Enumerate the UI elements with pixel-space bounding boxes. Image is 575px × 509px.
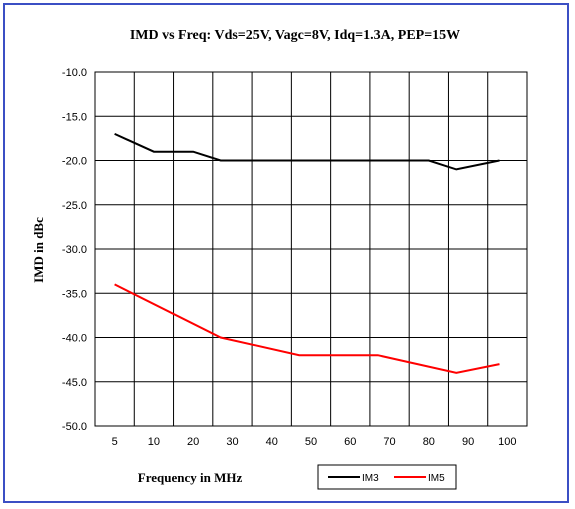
y-tick-label: -30.0 (62, 244, 87, 256)
x-tick-label: 5 (112, 436, 118, 448)
x-tick-label: 30 (226, 436, 238, 448)
x-tick-label: 70 (383, 436, 395, 448)
y-tick-label: -25.0 (62, 200, 87, 212)
y-tick-label: -50.0 (62, 421, 87, 433)
y-tick-label: -35.0 (62, 288, 87, 300)
x-tick-label: 90 (462, 436, 474, 448)
y-tick-label: -10.0 (62, 67, 87, 79)
x-tick-label: 60 (344, 436, 356, 448)
y-tick-label: -20.0 (62, 156, 87, 168)
y-tick-label: -15.0 (62, 111, 87, 123)
x-axis-title: Frequency in MHz (138, 470, 243, 485)
grid-lines (94, 71, 528, 427)
x-tick-label: 80 (423, 436, 435, 448)
x-tick-label: 40 (266, 436, 278, 448)
x-tick-label: 10 (148, 436, 160, 448)
series-line-im5 (114, 283, 500, 374)
y-tick-label: -45.0 (62, 377, 87, 389)
y-axis-title: IMD in dBc (31, 217, 46, 283)
legend: IM3 IM5 (317, 464, 457, 490)
chart-title: IMD vs Freq: Vds=25V, Vagc=8V, Idq=1.3A,… (130, 28, 460, 43)
x-tick-label: 50 (305, 436, 317, 448)
legend-label-im5: IM5 (428, 473, 445, 484)
plot-area (94, 71, 528, 427)
x-tick-label: 100 (498, 436, 516, 448)
series-line-im3 (114, 132, 500, 171)
legend-label-im3: IM3 (362, 473, 379, 484)
chart-frame (3, 3, 569, 503)
y-tick-label: -40.0 (62, 333, 87, 345)
x-tick-label: 20 (187, 436, 199, 448)
